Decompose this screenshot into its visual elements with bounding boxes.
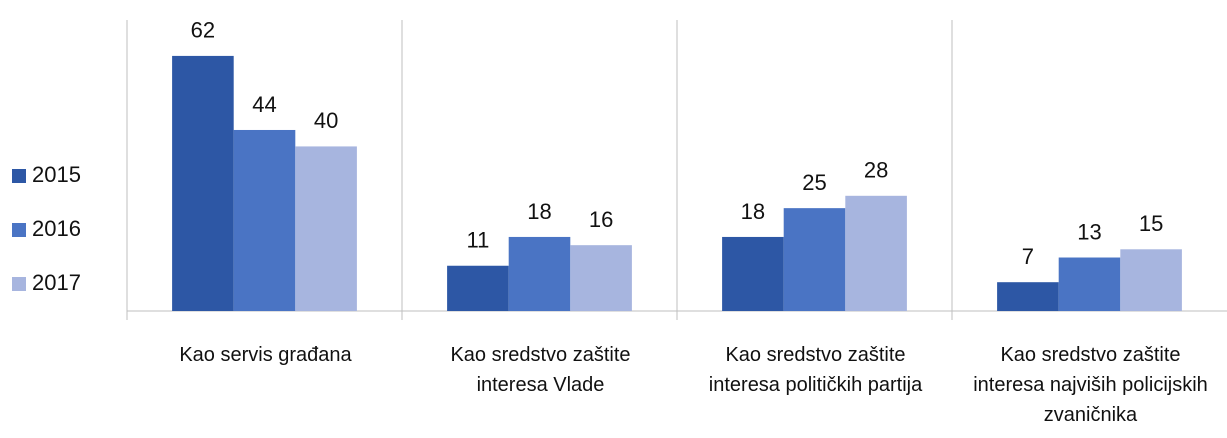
data-label: 28 — [864, 158, 888, 183]
data-label: 7 — [1022, 244, 1034, 269]
legend-swatch — [12, 277, 26, 291]
data-label: 18 — [527, 199, 551, 224]
data-label: 44 — [252, 92, 276, 117]
data-label: 25 — [802, 170, 826, 195]
data-label: 15 — [1139, 211, 1163, 236]
bar — [295, 146, 357, 311]
bar — [722, 236, 784, 311]
x-tick-label: Kao sredstvo zaštite interesa Vlade — [450, 344, 631, 396]
legend-swatch — [12, 223, 26, 237]
data-label: 40 — [314, 108, 338, 133]
legend-label: 2017 — [32, 270, 81, 295]
bar — [1058, 257, 1121, 311]
data-label: 18 — [741, 199, 765, 224]
bar — [783, 208, 846, 311]
x-tick-label: Kao servis građana — [179, 344, 352, 366]
bar — [997, 282, 1059, 311]
legend-swatch — [12, 169, 26, 183]
bar — [845, 195, 907, 311]
data-label: 13 — [1077, 219, 1101, 244]
bar — [508, 236, 571, 311]
bar — [447, 265, 509, 311]
bar — [570, 245, 632, 311]
data-label: 16 — [589, 207, 613, 232]
bar — [233, 129, 296, 311]
x-tick-label: Kao sredstvo zaštite interesa najviših p… — [973, 344, 1208, 426]
data-label: 62 — [191, 18, 215, 43]
bar — [172, 55, 234, 311]
legend-label: 2015 — [32, 162, 81, 187]
data-label: 11 — [466, 228, 489, 253]
x-tick-label: Kao sredstvo zaštite interesa političkih… — [708, 344, 923, 396]
legend-label: 2016 — [32, 216, 81, 241]
bar — [1120, 249, 1182, 311]
